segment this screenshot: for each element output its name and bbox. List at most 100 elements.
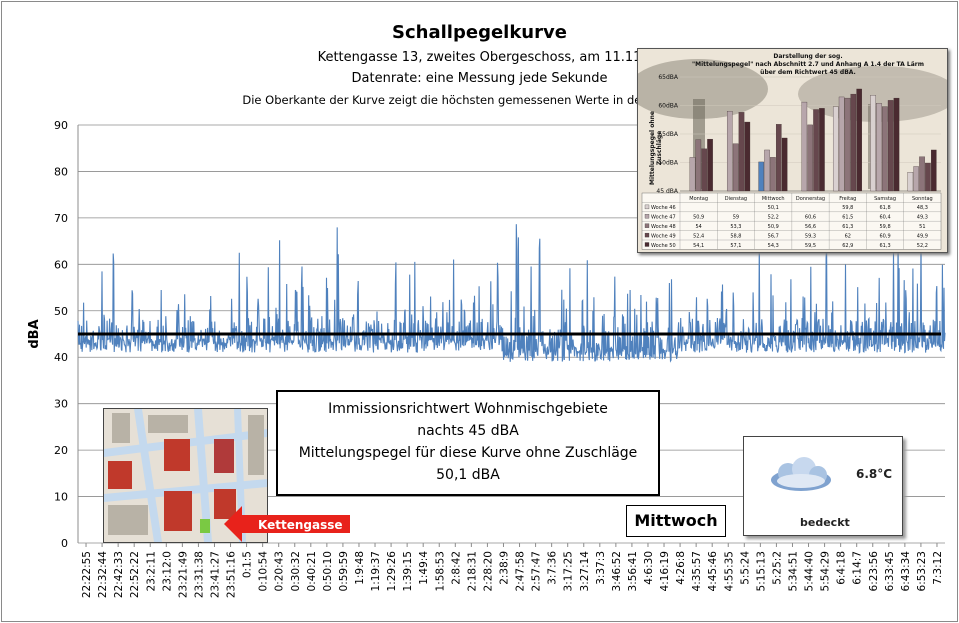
x-tick-label: 1:9:48 [354,551,366,585]
inset-bar [689,157,696,192]
inset-data-label: 56,7 [768,233,779,239]
inset-bar [695,139,702,192]
inset-legend-label: Woche 49 [651,233,676,239]
x-tick-label: 23:21:49 [177,551,189,598]
x-tick-label: 5:54:29 [820,551,832,591]
inset-bar [876,103,882,192]
inset-legend-label: Woche 47 [651,215,676,221]
inset-data-label: 51 [919,224,925,230]
inset-title-line-1: Darstellung der sog. [773,53,843,60]
x-tick-label: 0:20:43 [274,551,286,591]
inset-data-label: 60,4 [880,215,891,221]
x-tick-label: 23:51:16 [226,551,238,598]
x-tick-label: 3:7:36 [547,551,559,585]
inset-legend-label: Woche 50 [651,243,676,249]
inset-data-label: 59,8 [842,205,853,211]
inset-data-label: 49,9 [917,233,928,239]
inset-legend-label: Woche 46 [651,205,676,211]
x-tick-label: 23:31:38 [193,551,205,598]
y-tick-label: 50 [54,305,68,318]
weekly-average-chart: Darstellung der sog. "Mittelungspegel" n… [637,48,948,253]
x-tick-label: 22:22:55 [81,551,93,598]
inset-data-label: 52,4 [693,233,704,239]
inset-legend-swatch [644,232,650,238]
x-tick-label: 1:39:15 [402,551,414,591]
x-tick-label: 23:2:11 [145,551,157,591]
inset-bar [801,101,808,192]
x-tick-label: 5:15:13 [755,551,767,591]
y-tick-label: 10 [54,491,68,504]
inset-bar [838,96,845,192]
inset-data-label: 57,1 [730,243,741,249]
street-map [103,408,268,543]
y-tick-label: 80 [54,165,68,178]
inset-data-label: 60,9 [880,233,891,239]
inset-title: Darstellung der sog. "Mittelungspegel" n… [678,53,938,77]
arrow-shape [224,506,350,542]
inset-title-line-2: "Mittelungspegel" nach Abschnitt 2.7 und… [692,61,924,68]
x-tick-label: 7:3:12 [932,551,944,585]
info-line-2: nachts 45 dBA [417,423,519,439]
inset-data-label: 61,8 [880,205,891,211]
inset-bar [925,162,931,192]
inset-data-label: 52,2 [768,215,779,221]
x-tick-label: 0:10:54 [258,551,270,592]
x-tick-label: 5:34:51 [787,551,799,591]
x-tick-label: 2:38:9 [498,551,510,585]
inset-data-label: 54 [695,224,701,230]
inset-data-label: 48,3 [917,205,928,211]
x-tick-label: 1:49:4 [418,551,430,585]
chart-subtitle-2: Datenrate: eine Messung jede Sekunde [351,71,608,86]
inset-data-label: 61,3 [842,224,853,230]
y-tick-label: 30 [54,398,68,411]
cloud-icon [771,457,831,491]
x-tick-label: 0:40:21 [306,551,318,591]
x-tick-label: 23:12:0 [161,551,173,591]
x-tick-label: 1:19:37 [370,551,382,591]
inset-bar [813,109,819,192]
inset-bar [764,149,770,192]
inset-bar [807,124,813,192]
x-tick-label: 6:43:34 [900,551,912,592]
inset-data-label: 59,8 [880,224,891,230]
x-tick-label: 2:28:20 [482,551,494,591]
x-tick-label: 3:17:25 [563,551,575,591]
inset-data-label: 50,9 [768,224,779,230]
inset-bar [701,148,707,192]
info-line-3: Mittelungspegel für diese Kurve ohne Zus… [298,445,638,461]
inset-category-label: Mittwoch [762,196,785,202]
inset-bar [870,95,876,192]
inset-legend-swatch [644,214,650,219]
inset-category-label: Sonntag [912,196,933,202]
inset-title-line-3: über dem Richtwert 45 dBA. [760,69,856,76]
x-tick-label: 4:35:57 [691,551,703,591]
inset-bar [770,157,776,192]
inset-category-label: Dienstag [725,196,747,202]
inset-legend-label: Woche 48 [651,224,676,230]
x-tick-label: 2:47:58 [515,551,527,591]
inset-bar [919,156,925,192]
x-tick-label: 22:32:44 [97,551,109,598]
x-tick-label: 6:53:23 [916,551,928,591]
inset-bar [893,97,900,192]
x-tick-label: 6:33:45 [884,551,896,591]
inset-bar [930,149,937,192]
info-line-1: Immissionsrichtwert Wohnmischgebiete [328,401,608,417]
inset-data-label: 62,9 [842,243,853,249]
inset-data-label: 49,3 [917,215,928,221]
sound-level-line [77,224,946,363]
inset-bar [844,97,851,192]
inset-data-label: 60,6 [805,215,816,221]
y-tick-label: 90 [54,119,68,132]
x-tick-label: 1:29:26 [386,551,398,592]
y-tick-label: 40 [54,351,68,364]
inset-data-label: 56,6 [805,224,816,230]
x-tick-label: 4:16:19 [659,551,671,591]
inset-bar [781,137,788,192]
chart-title: Schallpegelkurve [392,22,567,43]
inset-legend-swatch [644,223,650,228]
inset-bar [856,88,862,192]
inset-bar [775,124,782,192]
temperature: 6.8°C [856,467,893,481]
inset-legend-swatch [644,204,650,210]
